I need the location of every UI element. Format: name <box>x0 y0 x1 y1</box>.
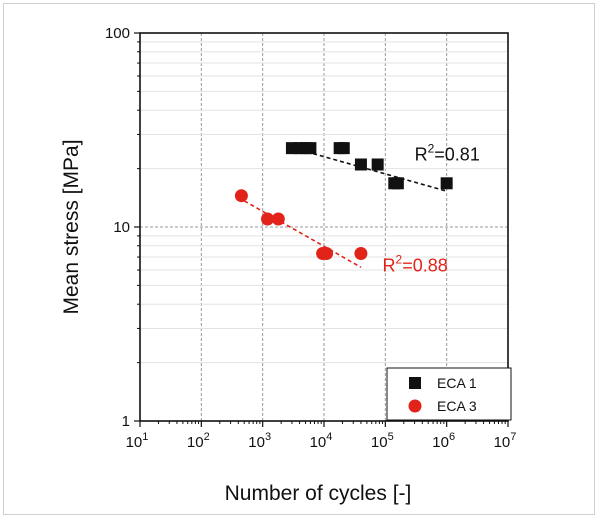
x-axis-title: Number of cycles [-] <box>225 482 412 505</box>
fit-lines <box>237 149 447 268</box>
y-axis-title: Mean stress [MPa] <box>60 139 83 314</box>
x-tick-label: 102 <box>187 431 210 451</box>
eca-3-r-squared-label: R2=0.88 <box>383 252 448 275</box>
legend: ECA 1 ECA 3 <box>386 367 512 421</box>
data-points <box>234 142 453 261</box>
eca-1-point <box>440 177 453 190</box>
eca-3-point <box>354 247 368 261</box>
y-tick-labels: 1 10 100 <box>105 25 130 430</box>
legend-label-eca-3: ECA 3 <box>437 398 477 414</box>
major-ticks <box>134 32 509 427</box>
legend-marker-eca-3 <box>408 399 422 413</box>
eca-1-point <box>304 142 317 155</box>
eca-1-point <box>371 158 384 171</box>
legend-box <box>386 367 512 421</box>
eca-3-point <box>271 212 285 226</box>
x-tick-label: 101 <box>126 431 149 451</box>
x-tick-label: 103 <box>248 431 271 451</box>
eca-1-point <box>391 177 404 190</box>
eca-1-point <box>337 142 350 155</box>
minor-ticks <box>137 41 506 424</box>
eca-3-point <box>320 247 334 261</box>
legend-label-eca-1: ECA 1 <box>437 375 477 391</box>
y-tick-label: 1 <box>122 413 130 430</box>
eca-3-fit-line <box>237 196 362 268</box>
x-tick-label: 107 <box>494 431 517 451</box>
x-tick-label: 104 <box>310 431 333 451</box>
eca-1-fit-line <box>299 149 447 192</box>
y-tick-label: 10 <box>113 219 130 236</box>
y-tick-label: 100 <box>105 25 130 42</box>
eca-3-point <box>261 212 275 226</box>
legend-marker-eca-1 <box>409 377 421 389</box>
grid <box>140 33 508 421</box>
eca-3-point <box>234 189 248 203</box>
figure-frame <box>3 3 595 515</box>
eca-1-r-squared-label: R2=0.81 <box>415 142 480 165</box>
eca-1-point <box>354 158 367 171</box>
x-tick-label: 105 <box>371 431 394 451</box>
annotations: R2=0.81 R2=0.88 <box>383 142 480 276</box>
x-tick-label: 106 <box>432 431 455 451</box>
x-tick-labels: 101 102 103 104 105 106 107 <box>126 431 517 451</box>
